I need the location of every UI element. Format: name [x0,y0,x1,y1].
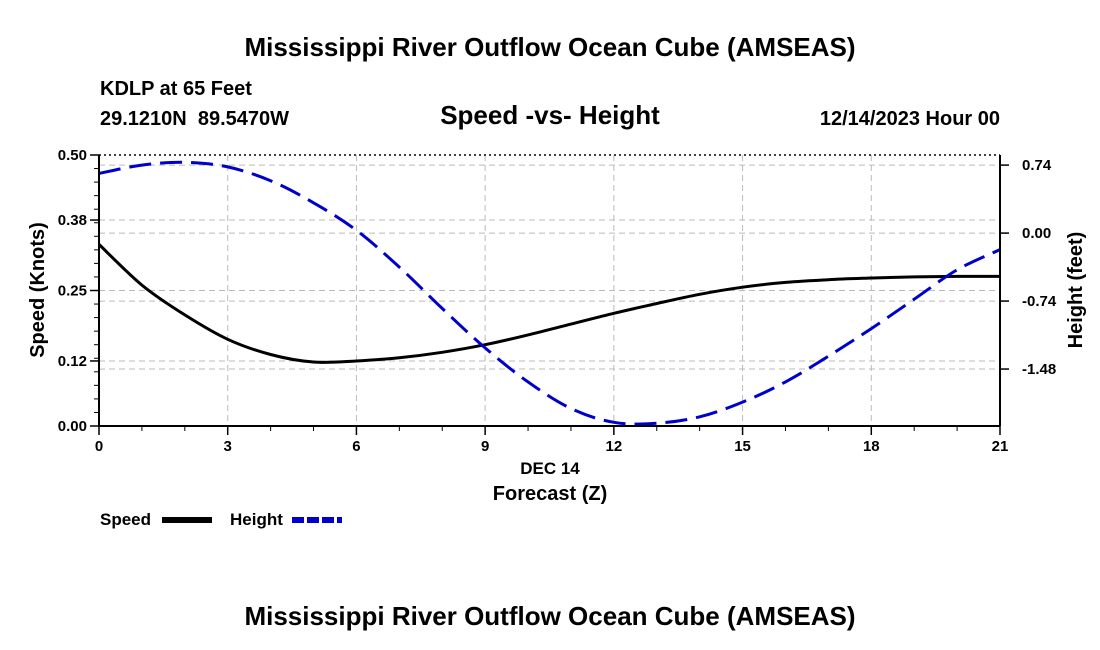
x-tick-label: 6 [352,438,360,455]
series-layer [97,160,1001,426]
y-tick-label: 0.00 [58,418,87,435]
y2-tick-label: 0.74 [1022,157,1052,174]
grid-layer [99,155,1000,426]
bottom-title: Mississippi River Outflow Ocean Cube (AM… [244,601,855,631]
y-tick-label: 0.25 [58,283,87,300]
height-series-line [98,160,1001,426]
y2-tick-label: -1.48 [1022,361,1056,378]
main-title: Mississippi River Outflow Ocean Cube (AM… [244,32,855,62]
y-tick-label: 0.50 [58,147,87,164]
legend-height-label: Height [230,510,283,529]
x-tick-label: 9 [481,438,489,455]
x-tick-label: 0 [95,438,103,455]
y-tick-label: 0.12 [58,353,87,370]
date-label: 12/14/2023 Hour 00 [820,108,1000,130]
x-tick-label: 15 [734,438,751,455]
x-tick-label: 12 [606,438,623,455]
chart-title: Speed -vs- Height [440,100,660,130]
legend-speed-label: Speed [100,510,151,529]
speed-series-line [97,243,1001,364]
coords-label: 29.1210N 89.5470W [100,108,289,130]
axis-layer: 0 3 6 9 12 15 18 21 0.00 0.12 0.25 0.38 0.50 0.74 0.00… [58,147,1057,455]
station-label: KDLP at 65 Feet [100,78,252,100]
legend: Speed Height [100,510,342,529]
y2-tick-label: 0.00 [1022,225,1051,242]
x-axis-title: Forecast (Z) [493,483,607,505]
x-tick-label: 21 [992,438,1009,455]
y2-tick-label: -0.74 [1022,293,1057,310]
x-axis-date-label: DEC 14 [520,459,580,478]
x-tick-label: 18 [863,438,880,455]
y-tick-label: 0.38 [58,212,87,229]
y-axis-title: Speed (Knots) [27,222,49,358]
x-tick-label: 3 [224,438,232,455]
y2-axis-title: Height (feet) [1065,232,1087,349]
